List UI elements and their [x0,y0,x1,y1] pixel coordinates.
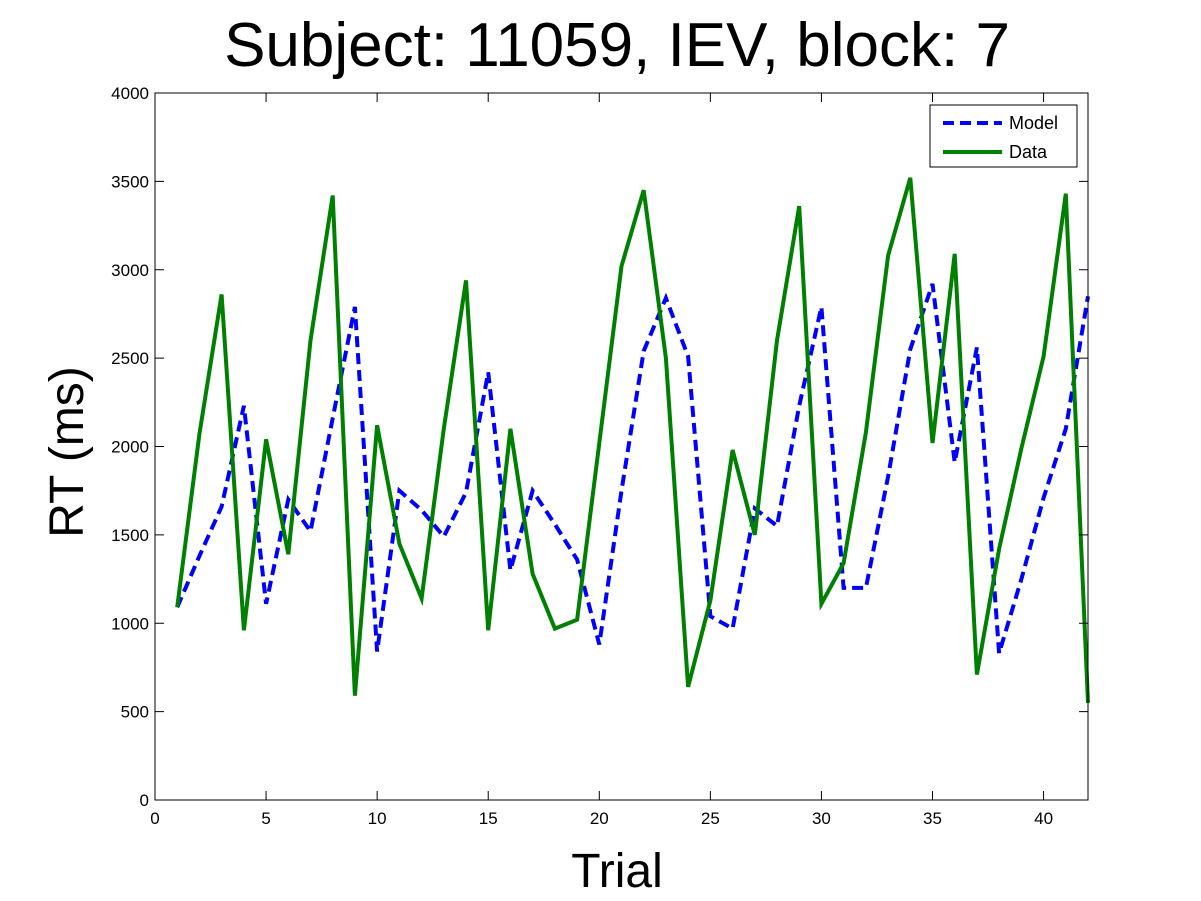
x-tick-label: 5 [261,809,270,828]
y-tick-label: 2500 [111,349,149,368]
y-axis: 0 500 1000 1500 2000 2500 3000 3500 4000 [111,84,1088,810]
plot-area [175,177,1090,703]
y-tick-label: 0 [140,791,149,810]
y-tick-label: 3000 [111,261,149,280]
x-tick-label: 25 [701,809,720,828]
x-tick-label: 10 [368,809,387,828]
x-axis: 0 5 10 15 20 25 30 35 40 [150,93,1053,828]
y-tick-label: 1000 [111,614,149,633]
y-tick-label: 500 [121,703,149,722]
x-tick-label: 30 [812,809,831,828]
x-axis-label: Trial [571,845,663,898]
y-tick-label: 1500 [111,526,149,545]
x-tick-label: 40 [1034,809,1053,828]
series-line-model [175,283,1090,654]
x-tick-label: 20 [590,809,609,828]
y-tick-label: 3500 [111,172,149,191]
x-tick-label: 0 [150,809,159,828]
chart-title: Subject: 11059, IEV, block: 7 [224,11,1010,80]
series-line-data [175,177,1090,703]
legend-label-data: Data [1009,142,1048,162]
legend-box [929,104,1078,168]
y-tick-label: 4000 [111,84,149,103]
legend-label-model: Model [1009,113,1058,133]
x-tick-label: 35 [923,809,942,828]
x-tick-label: 15 [479,809,498,828]
legend: Model Data [929,104,1078,168]
y-axis-label: RT (ms) [41,366,94,538]
y-tick-label: 2000 [111,438,149,457]
